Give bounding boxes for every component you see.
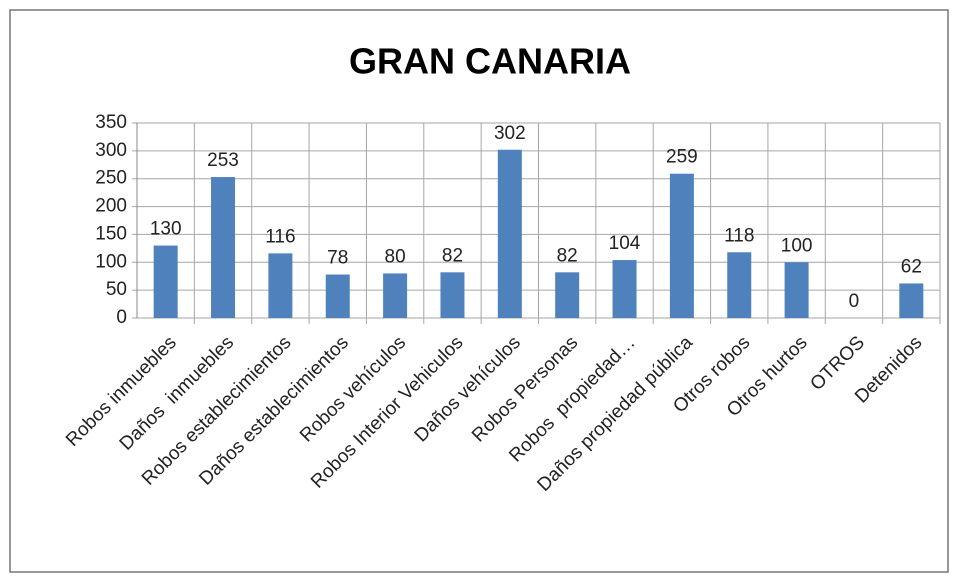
data-label: 130 (150, 219, 182, 240)
y-tick-label: 350 (95, 112, 127, 133)
bar (383, 273, 408, 318)
bar (497, 149, 522, 318)
y-tick-label: 100 (95, 251, 127, 272)
data-label: 100 (781, 235, 813, 256)
bar (440, 272, 465, 318)
bar (727, 252, 752, 318)
bar (784, 262, 809, 318)
y-tick-label: 150 (95, 223, 127, 244)
y-tick-label: 0 (116, 307, 127, 328)
y-tick-label: 200 (95, 196, 127, 217)
data-label: 82 (442, 245, 463, 266)
y-tick-label: 300 (95, 140, 127, 161)
data-label: 104 (609, 233, 641, 254)
bar (211, 177, 236, 318)
data-label: 116 (265, 226, 295, 247)
bar (612, 260, 637, 318)
y-tick-label: 50 (106, 279, 127, 300)
data-label: 62 (901, 256, 922, 277)
bar (325, 274, 350, 318)
data-label: 118 (724, 225, 754, 246)
data-label: 78 (327, 248, 348, 269)
data-label: 0 (849, 291, 860, 312)
data-label: 253 (207, 150, 239, 171)
bar (153, 245, 178, 318)
data-label: 82 (557, 245, 578, 266)
chart-title: GRAN CANARIA (349, 41, 631, 82)
y-tick-label: 250 (95, 168, 127, 189)
data-label: 259 (666, 147, 698, 168)
bar (555, 272, 580, 318)
data-label: 80 (385, 246, 406, 267)
data-label: 302 (494, 123, 526, 144)
bar (899, 283, 924, 318)
bar (268, 253, 293, 318)
bar (669, 173, 694, 318)
